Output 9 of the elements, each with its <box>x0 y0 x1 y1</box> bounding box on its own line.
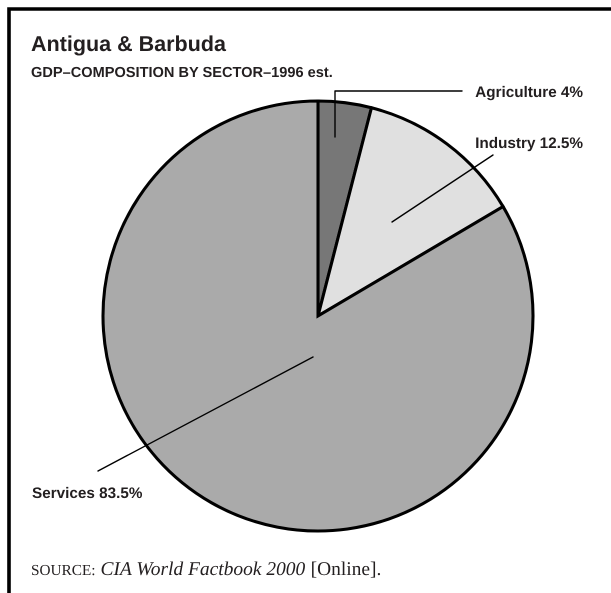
slice-label: Agriculture 4% <box>476 86 583 100</box>
text: CIA World Factbook 2000 <box>102 562 305 576</box>
slice-label: Services 83.5% <box>32 486 142 498</box>
source-note: SOURCE: <box>32 564 94 576</box>
text: [Online]. <box>312 562 380 578</box>
slice-label: Industry 12.5% <box>476 136 583 152</box>
chart-title: Antigua & Barbuda <box>32 35 226 56</box>
pie-slice <box>101 99 535 533</box>
chart-subtitle: GDP–COMPOSITION BY SECTOR–1996 est. <box>32 66 332 78</box>
